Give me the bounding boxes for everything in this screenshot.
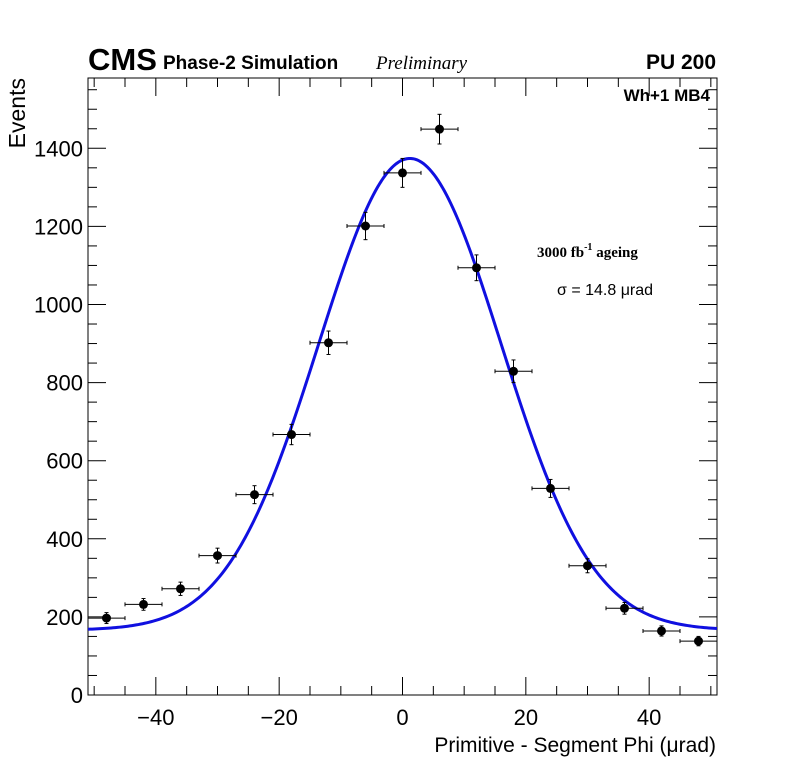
data-point	[383, 157, 422, 188]
x-tick-label: 40	[637, 705, 661, 730]
y-tick-label: 1200	[34, 214, 83, 239]
data-point	[457, 254, 496, 282]
data-marker	[694, 636, 703, 646]
ageing-label: 3000 fb-1 ageing	[537, 242, 638, 261]
data-point	[272, 423, 311, 446]
data-marker	[546, 483, 555, 493]
ageing-label-tail: ageing	[592, 245, 638, 261]
x-tick-label: 20	[514, 705, 538, 730]
data-point	[124, 598, 163, 611]
x-tick-label: −40	[137, 705, 174, 730]
x-tick-label: 0	[396, 705, 408, 730]
y-tick-label: 800	[46, 371, 83, 396]
data-point	[531, 478, 570, 498]
data-point	[494, 359, 533, 384]
data-marker	[435, 124, 444, 134]
data-marker	[176, 584, 185, 594]
data-marker	[139, 599, 148, 609]
ageing-label-exponent: -1	[584, 242, 592, 253]
data-marker	[657, 626, 666, 636]
y-axis-ticks	[88, 89, 717, 696]
sigma-label: σ = 14.8 μrad	[557, 282, 653, 299]
x-axis-title: Primitive - Segment Phi (μrad)	[434, 734, 716, 757]
data-marker	[620, 603, 629, 613]
data-point	[309, 330, 348, 355]
data-marker	[324, 338, 333, 348]
y-tick-label: 200	[46, 605, 83, 630]
y-tick-label: 600	[46, 449, 83, 474]
data-marker	[250, 490, 259, 500]
data-marker	[102, 613, 111, 623]
data-point	[568, 558, 607, 574]
data-marker	[287, 430, 296, 440]
data-marker	[472, 263, 481, 273]
ageing-label-base: 3000 fb	[537, 245, 584, 261]
experiment-label: CMS	[88, 42, 157, 77]
data-point	[346, 211, 385, 241]
x-tick-label: −20	[261, 705, 298, 730]
data-point	[198, 547, 237, 564]
x-axis-ticks	[93, 78, 712, 695]
fit-curve-group	[87, 156, 718, 631]
chamber-label: Wh+1 MB4	[624, 86, 711, 105]
data-marker	[398, 168, 407, 178]
pileup-label: PU 200	[646, 51, 716, 74]
data-points-group	[87, 113, 718, 647]
data-marker	[361, 221, 370, 231]
data-marker	[213, 551, 222, 561]
data-point	[605, 601, 644, 615]
y-axis-tick-labels: 0 200 400 600 800 1000 1200 1400	[34, 136, 83, 708]
data-marker	[583, 561, 592, 571]
y-tick-label: 0	[71, 683, 83, 708]
data-point	[161, 581, 200, 596]
data-point	[679, 635, 718, 647]
status-label: Preliminary	[375, 53, 468, 74]
subtitle-label: Phase-2 Simulation	[163, 53, 338, 74]
data-marker	[509, 366, 518, 376]
y-axis-title: Events	[4, 78, 30, 148]
data-point	[642, 625, 681, 637]
data-point	[87, 612, 126, 625]
x-axis-tick-labels: −40 −20 0 20 40	[137, 705, 661, 730]
data-point	[420, 113, 459, 145]
y-tick-label: 1400	[34, 136, 83, 161]
y-tick-label: 400	[46, 527, 83, 552]
y-tick-label: 1000	[34, 292, 83, 317]
fit-curve	[87, 156, 718, 631]
data-point	[235, 485, 274, 505]
